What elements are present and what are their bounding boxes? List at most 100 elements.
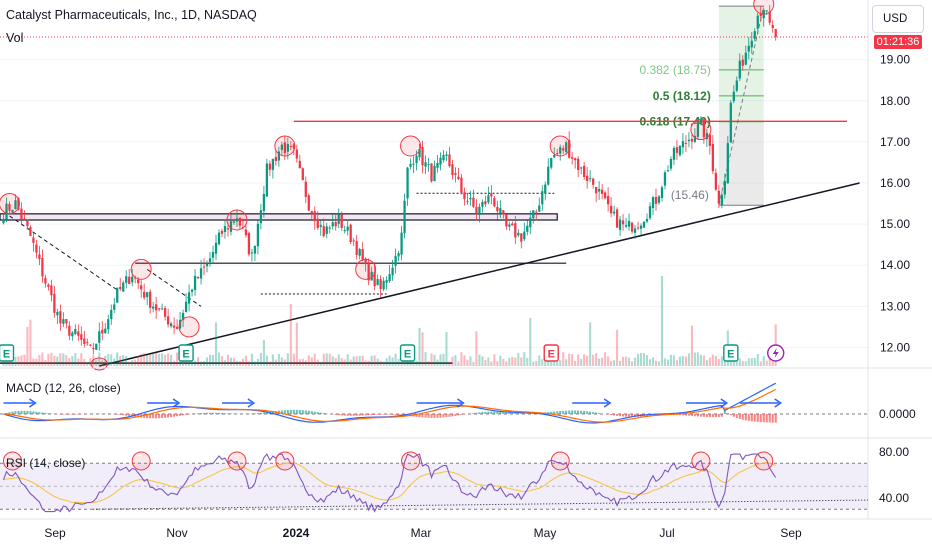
volume-bar: [286, 353, 289, 366]
candle: [562, 145, 565, 155]
macd-histogram-bar: [478, 412, 481, 414]
candle-body: [367, 263, 370, 281]
candle: [370, 266, 373, 281]
candle: [412, 156, 415, 174]
candle: [708, 132, 712, 155]
price-axis-label: 14.00: [880, 258, 910, 272]
candle: [669, 156, 673, 172]
candle-body: [577, 158, 580, 171]
volume-bar: [337, 354, 340, 366]
candle-body: [771, 24, 774, 29]
volume-bar: [170, 354, 173, 366]
candle-body: [334, 222, 337, 227]
volume-bar: [565, 359, 568, 366]
candle: [663, 170, 667, 190]
candle-body: [547, 166, 550, 185]
candle: [146, 291, 149, 306]
candle-body: [199, 268, 203, 279]
macd-histogram-bar: [687, 414, 690, 416]
macd-histogram-bar: [155, 414, 158, 419]
macd-histogram-bar: [38, 412, 41, 414]
candle: [403, 193, 406, 239]
macd-histogram-bar: [379, 414, 382, 415]
volume-bar: [418, 328, 421, 366]
candle-body: [116, 287, 119, 303]
candle-body: [376, 279, 379, 286]
candle-body: [319, 224, 322, 227]
macd-histogram-bar: [197, 413, 200, 414]
candle: [490, 185, 493, 205]
macd-histogram-bar: [149, 414, 152, 419]
macd-histogram-bar: [765, 414, 768, 423]
macd-histogram-bar: [493, 411, 496, 414]
candle-body: [98, 331, 101, 343]
candle-body: [568, 140, 571, 158]
volume-bar: [101, 360, 104, 366]
macd-histogram-bar: [202, 412, 206, 414]
candle: [553, 147, 556, 159]
macd-histogram-bar: [607, 414, 610, 415]
candle: [597, 181, 601, 200]
volume-bar: [577, 354, 580, 366]
macd-histogram-bar: [684, 414, 687, 416]
candle-body: [663, 172, 667, 186]
candle-body: [657, 196, 661, 203]
candle: [304, 176, 307, 204]
candle-body: [110, 309, 113, 320]
candle-body: [418, 149, 421, 158]
candle-body: [627, 220, 631, 227]
candle-body: [307, 195, 310, 211]
volume-bar: [304, 360, 307, 366]
macd-histogram-bar: [741, 414, 744, 420]
volume-bar: [220, 355, 224, 366]
macd-histogram-bar: [259, 412, 262, 414]
candle-body: [181, 312, 185, 321]
candle-body: [113, 304, 116, 310]
volume-bar: [481, 356, 484, 366]
candle: [89, 343, 92, 347]
macd-histogram-bar: [128, 414, 131, 417]
candle: [675, 139, 679, 160]
rsi-axis-label: 80.00: [879, 445, 909, 459]
macd-histogram-bar: [211, 412, 215, 414]
volume-bar: [642, 353, 646, 366]
macd-histogram-bar: [460, 414, 463, 415]
volume-bar: [155, 352, 158, 366]
candle-body: [382, 280, 385, 290]
candle: [328, 225, 331, 234]
candle: [475, 199, 478, 221]
candle: [295, 144, 298, 163]
macd-histogram-bar: [304, 410, 307, 414]
volume-bar: [104, 355, 107, 366]
rsi-circle: [227, 451, 247, 471]
volume-bar: [666, 359, 670, 366]
rsi-circle: [550, 451, 570, 471]
candle-body: [651, 197, 655, 209]
candle: [155, 296, 158, 319]
macd-histogram-bar: [62, 414, 65, 415]
candle-body: [451, 164, 454, 176]
candle-body: [193, 275, 197, 290]
candle: [720, 192, 723, 209]
macd-histogram-bar: [520, 412, 523, 414]
candle: [660, 185, 664, 202]
macd-histogram-bar: [613, 414, 616, 416]
macd-histogram-bar: [352, 414, 355, 416]
macd-histogram-bar: [397, 414, 400, 416]
volume-bar: [535, 360, 538, 366]
volume-bar: [152, 353, 155, 366]
macd-histogram-bar: [439, 414, 442, 418]
volume-bar: [385, 358, 388, 366]
currency-button[interactable]: USD: [872, 5, 924, 33]
candle: [397, 250, 400, 261]
candle: [280, 141, 283, 157]
volume-bar: [421, 332, 424, 366]
candle: [271, 158, 275, 179]
candle-body: [370, 271, 373, 281]
macd-histogram-bar: [146, 414, 149, 419]
macd-histogram-bar: [502, 411, 505, 414]
candle: [618, 215, 622, 237]
candle-body: [35, 244, 38, 253]
signal-line: [3, 388, 776, 423]
